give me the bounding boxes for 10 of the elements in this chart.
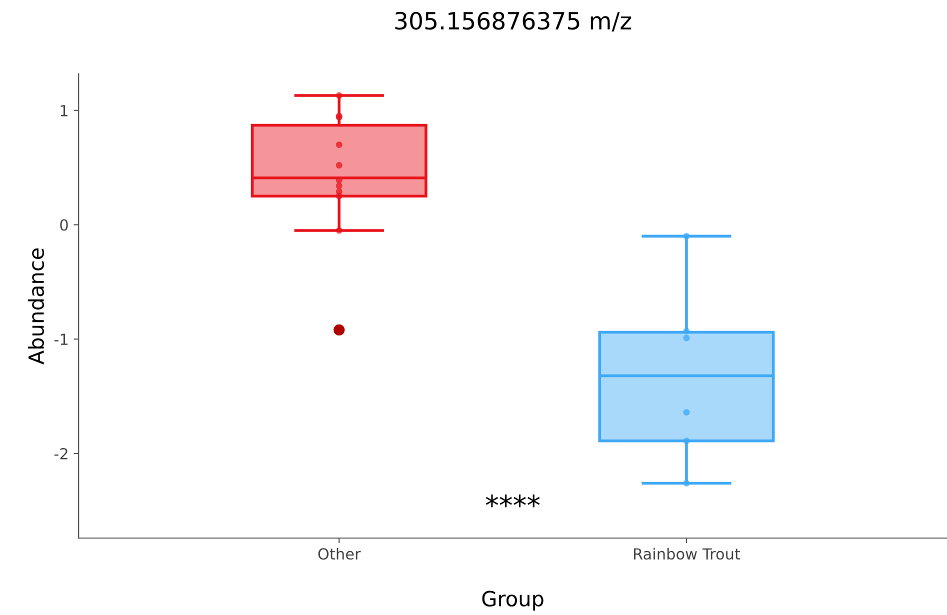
x-tick-label: Other: [318, 548, 361, 560]
y-axis-title: Abundance: [28, 248, 44, 364]
x-axis-title: Group: [482, 590, 544, 611]
y-tick-label: 1: [60, 105, 68, 116]
y-tick-label: -1: [54, 334, 68, 345]
y-tick-label: -2: [54, 448, 68, 460]
annotation: ****: [486, 494, 540, 508]
x-tick-label: Rainbow Trout: [634, 548, 740, 560]
y-tick-label: 0: [60, 219, 68, 231]
chart-title: 305.156876375 m/z: [395, 12, 632, 32]
